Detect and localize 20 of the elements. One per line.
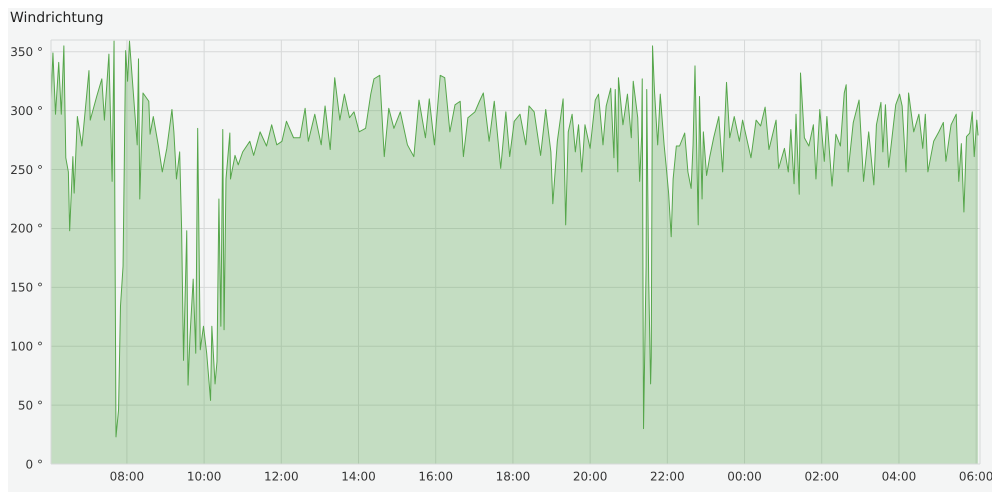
y-tick-label: 300 ° <box>10 104 43 118</box>
y-tick-label: 50 ° <box>18 398 43 412</box>
x-tick-label: 10:00 <box>186 470 222 484</box>
chart-title: Windrichtung <box>9 9 105 28</box>
x-tick-label: 14:00 <box>341 470 376 484</box>
x-tick-label: 12:00 <box>264 470 299 484</box>
x-tick-label: 04:00 <box>882 470 916 484</box>
y-tick-label: 150 ° <box>10 280 43 295</box>
y-tick-label: 0 ° <box>26 457 43 472</box>
x-tick-label: 22:00 <box>650 470 685 484</box>
x-tick-label: 20:00 <box>572 470 608 484</box>
x-tick-label: 02:00 <box>804 470 840 484</box>
x-tick-label: 08:00 <box>110 470 144 484</box>
x-tick-label: 00:00 <box>727 470 762 484</box>
x-tick-label: 16:00 <box>418 470 454 484</box>
y-tick-label: 350 ° <box>10 45 43 60</box>
y-tick-label: 200 ° <box>10 222 43 236</box>
y-tick-label: 100 ° <box>10 339 43 354</box>
x-tick-label: 18:00 <box>496 470 530 484</box>
y-tick-label: 250 ° <box>10 162 43 177</box>
